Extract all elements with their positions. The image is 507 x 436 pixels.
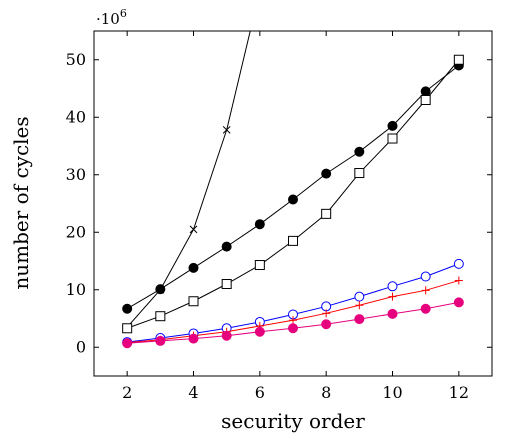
series-line	[126, 59, 460, 329]
plot-frame	[93, 30, 493, 377]
data-point	[155, 284, 166, 295]
y-tick-label: 20	[66, 222, 86, 241]
data-point	[355, 301, 364, 310]
series-line	[126, 31, 251, 328]
data-point	[188, 333, 199, 344]
data-point	[122, 338, 133, 349]
data-point	[122, 303, 133, 314]
data-point	[354, 168, 365, 179]
series-6	[122, 297, 464, 349]
series-4	[122, 258, 464, 348]
data-point	[321, 168, 332, 179]
data-point	[453, 297, 464, 308]
data-point	[222, 126, 231, 134]
data-point	[289, 316, 297, 325]
data-point	[221, 279, 232, 289]
y-scale-label: ·106	[96, 7, 127, 28]
data-point	[387, 133, 398, 144]
data-point	[122, 323, 133, 334]
series-layer	[122, 31, 464, 349]
data-point	[288, 235, 298, 246]
data-point	[354, 291, 365, 302]
series-line	[126, 65, 460, 310]
data-point	[155, 335, 166, 346]
x-tick-label: 6	[255, 383, 265, 402]
data-point	[288, 194, 298, 205]
data-point	[420, 303, 431, 314]
x-tick-label: 8	[321, 383, 331, 402]
data-point	[420, 271, 431, 282]
data-point	[188, 296, 199, 307]
data-point	[254, 219, 265, 230]
data-point	[453, 54, 464, 65]
x-tick-label: 2	[122, 383, 132, 402]
data-point	[420, 95, 431, 105]
data-point	[321, 319, 332, 330]
data-point	[421, 286, 430, 295]
data-point	[322, 309, 331, 318]
data-point	[221, 241, 232, 252]
y-axis-label: number of cycles	[9, 116, 33, 289]
y-tick-label: 40	[66, 107, 86, 126]
data-point	[155, 311, 166, 322]
axis-ticks: 2 4 6 8 10 12 0 10 20 30 40 50	[66, 31, 492, 402]
data-point	[189, 225, 198, 234]
series-3	[122, 54, 464, 334]
data-point	[453, 258, 464, 269]
y-tick-label: 30	[66, 165, 86, 184]
data-point	[188, 262, 199, 273]
data-point	[388, 292, 397, 301]
data-point	[354, 146, 365, 157]
data-point	[221, 330, 232, 341]
data-point	[387, 120, 398, 131]
x-axis-label: security order	[221, 409, 365, 433]
data-point	[387, 308, 398, 319]
data-point	[354, 314, 365, 325]
data-point	[420, 86, 431, 97]
x-tick-label: 12	[449, 383, 469, 402]
x-tick-label: 4	[188, 383, 198, 402]
y-tick-label: 0	[76, 337, 86, 356]
data-point	[254, 260, 265, 271]
data-point	[454, 276, 463, 285]
y-tick-label: 10	[66, 280, 86, 299]
data-point	[321, 208, 332, 219]
series-1	[123, 31, 251, 331]
data-point	[288, 323, 298, 334]
x-tick-label: 10	[382, 383, 402, 402]
data-point	[254, 326, 265, 337]
y-tick-label: 50	[66, 50, 86, 69]
data-point	[387, 281, 398, 292]
series-2	[122, 60, 464, 314]
